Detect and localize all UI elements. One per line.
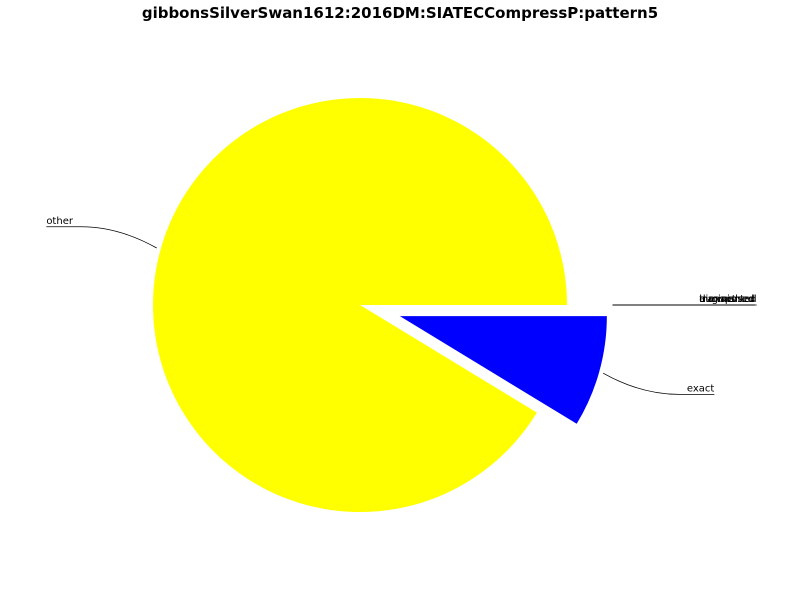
pie-slice-other <box>153 97 567 513</box>
chart-title: gibbonsSilverSwan1612:2016DM:SIATECCompr… <box>141 4 659 22</box>
slice-label-inexact: inexact <box>699 294 736 305</box>
slice-label-other: other <box>46 216 74 227</box>
leader-line-other <box>46 226 157 249</box>
slice-label-transposed: transposed <box>699 294 755 305</box>
leader-line-exact <box>602 372 715 395</box>
slice-label-diminished: diminished <box>699 294 754 305</box>
pie-slice-exact <box>399 316 607 424</box>
slice-label-augmented: augmented <box>699 294 756 305</box>
slice-label-exact: exact <box>687 383 715 394</box>
